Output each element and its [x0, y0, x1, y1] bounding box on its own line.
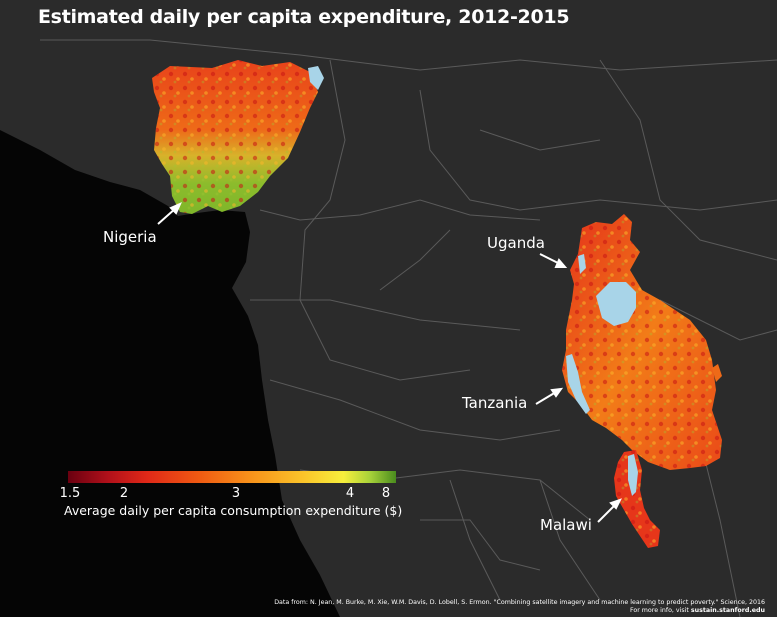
lake-malawi: [628, 454, 638, 496]
more-info-prefix: For more info, visit: [629, 607, 691, 614]
legend-colorbar: [68, 471, 396, 483]
legend-tick: 1.5: [59, 486, 81, 501]
lake-victoria: [596, 282, 636, 326]
lake-chad: [308, 66, 324, 90]
data-credit: Data from: N. Jean, M. Burke, M. Xie, W.…: [274, 599, 765, 606]
label-malawi: Malawi: [540, 516, 592, 534]
malawi-region: [614, 450, 660, 548]
legend-tick: 4: [345, 486, 355, 501]
more-info-line: For more info, visit sustain.stanford.ed…: [630, 607, 765, 614]
ocean: [0, 130, 340, 617]
label-tanzania: Tanzania: [462, 394, 528, 412]
legend-tick: 8: [381, 486, 391, 501]
lake-albert: [578, 254, 586, 274]
zanzibar: [712, 364, 722, 382]
lake-tanganyika: [566, 354, 590, 414]
label-arrows: [157, 202, 622, 523]
map-title: Estimated daily per capita expenditure, …: [38, 6, 570, 28]
more-info-link[interactable]: sustain.stanford.edu: [690, 607, 765, 614]
legend-title: Average daily per capita consumption exp…: [64, 503, 403, 518]
legend-tick: 2: [119, 486, 129, 501]
label-nigeria: Nigeria: [103, 228, 157, 246]
legend-tick: 3: [231, 486, 241, 501]
east-africa-region: [562, 214, 722, 470]
label-uganda: Uganda: [487, 234, 545, 252]
nigeria-region: [152, 60, 324, 214]
